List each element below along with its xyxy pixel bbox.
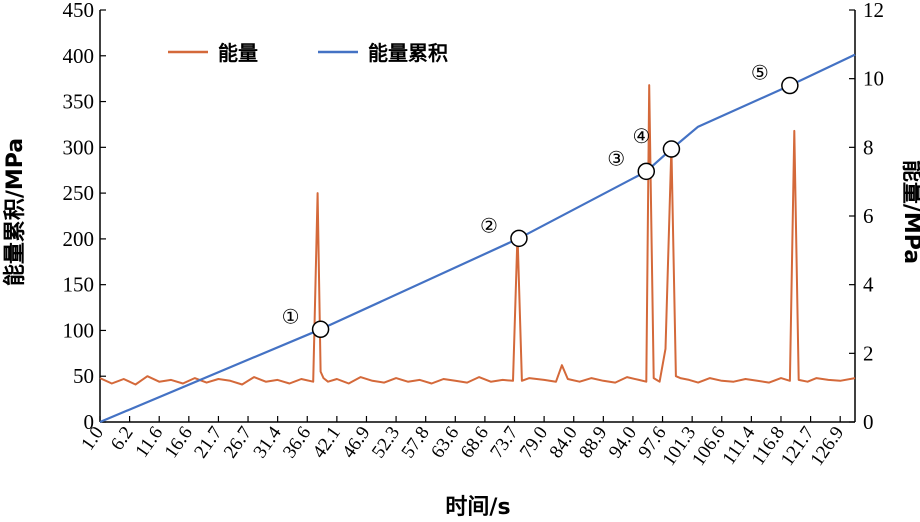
x-tick-label: 16.6 xyxy=(161,423,197,462)
left-tick-label: 250 xyxy=(63,181,95,205)
y-axis-left-title: 能量累积/MPa xyxy=(2,138,28,286)
x-tick-label: 126.9 xyxy=(807,423,849,470)
marker-label-1: ① xyxy=(282,306,300,328)
marker-point-4 xyxy=(662,140,681,158)
x-tick-label: 88.9 xyxy=(575,423,611,462)
left-tick-label: 450 xyxy=(63,0,95,22)
series-line-energy xyxy=(99,84,856,386)
right-tick-label: 2 xyxy=(863,341,874,365)
marker-point-5 xyxy=(781,76,799,95)
right-tick-label: 6 xyxy=(863,204,874,228)
marker-label-5: ⑤ xyxy=(751,63,769,85)
x-tick-label: 11.6 xyxy=(131,423,167,462)
x-tick-label: 57.8 xyxy=(398,423,434,462)
marker-point-1 xyxy=(311,320,330,339)
right-tick-label: 8 xyxy=(863,135,874,159)
left-tick-label: 50 xyxy=(73,364,94,388)
left-axis-ticks: 0 50 100 150 200 250 300 350 400 450 xyxy=(63,0,106,434)
right-axis-ticks: 0 2 4 6 8 10 12 xyxy=(849,0,884,434)
marker-point-2 xyxy=(510,229,528,248)
left-tick-label: 350 xyxy=(63,90,95,114)
left-tick-label: 400 xyxy=(63,44,95,68)
left-tick-label: 100 xyxy=(63,318,95,342)
right-tick-label: 4 xyxy=(863,273,874,297)
right-tick-label: 0 xyxy=(863,410,874,434)
right-tick-label: 10 xyxy=(863,67,884,91)
left-tick-label: 0 xyxy=(84,410,95,434)
x-tick-label: 26.7 xyxy=(220,423,256,462)
legend: 能量 能量累积 xyxy=(168,41,448,65)
x-tick-label: 73.7 xyxy=(486,423,522,462)
x-tick-label: 1.0 xyxy=(77,423,108,454)
marker-label-4: ④ xyxy=(632,126,650,148)
x-tick-label: 42.1 xyxy=(309,423,345,462)
x-tick-label: 84.0 xyxy=(546,423,582,462)
legend-label-cumulative: 能量累积 xyxy=(368,41,448,65)
x-tick-label: 52.3 xyxy=(368,423,404,462)
marker-label-3: ③ xyxy=(607,148,625,170)
left-tick-label: 300 xyxy=(63,135,95,159)
series-line-cumulative xyxy=(99,53,856,424)
marker-point-3 xyxy=(637,162,656,181)
x-tick-label: 94.0 xyxy=(605,423,641,462)
left-tick-label: 200 xyxy=(63,227,95,251)
x-axis-ticks: 1.06.211.616.621.726.731.436.642.146.952… xyxy=(77,416,848,470)
x-tick-label: 68.6 xyxy=(457,423,493,462)
legend-label-energy: 能量 xyxy=(218,41,258,65)
x-tick-label: 79.0 xyxy=(516,423,552,462)
marker-layer: ① ② ③④ ⑤ xyxy=(282,63,799,339)
plot-frame xyxy=(99,10,856,423)
x-tick-label: 31.4 xyxy=(249,422,286,462)
x-axis-title: 时间/s xyxy=(445,495,510,520)
x-tick-label: 106.6 xyxy=(688,423,730,470)
x-tick-label: 21.7 xyxy=(190,423,226,462)
x-tick-label: 63.6 xyxy=(427,423,463,462)
right-tick-label: 12 xyxy=(863,0,884,22)
x-tick-label: 46.9 xyxy=(338,423,374,462)
x-tick-label: 36.6 xyxy=(279,423,315,462)
marker-label-2: ② xyxy=(480,215,498,237)
series-layer xyxy=(99,53,856,424)
y-axis-right-title: 能量/MPa xyxy=(899,160,920,264)
left-tick-label: 150 xyxy=(63,273,95,297)
